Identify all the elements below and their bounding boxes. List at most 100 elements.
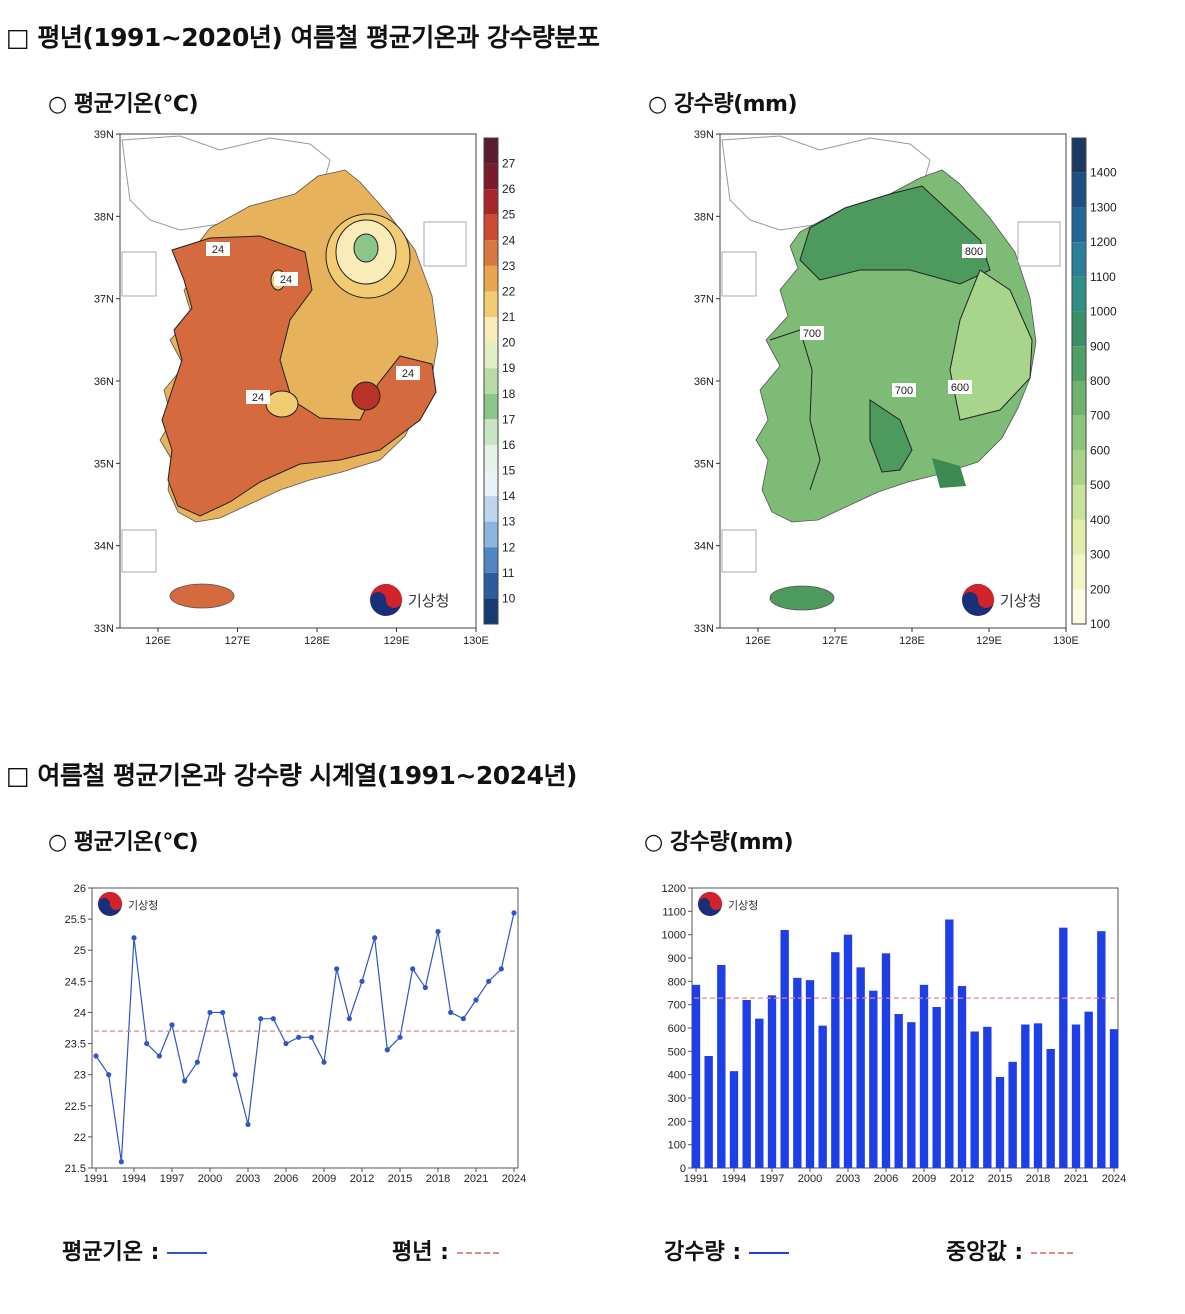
temp-chart-point [486, 978, 492, 984]
precip-chart-bar [869, 990, 878, 1168]
temp-chart-point [473, 997, 479, 1003]
temp-map-colorbar-label: 14 [502, 489, 516, 503]
precip-chart-y-label: 700 [668, 1000, 686, 1012]
precip-chart-x-label: 2018 [1026, 1173, 1050, 1185]
temp-map-contour-label-bg [396, 366, 420, 380]
precip-map-lat-label: 36N [694, 376, 714, 388]
precip-chart-y-label: 1100 [662, 906, 686, 918]
precip-chart-bar [1084, 1011, 1093, 1168]
precip-map-lat-label: 37N [694, 294, 714, 306]
precip-chart-y-label: 0 [680, 1163, 686, 1175]
precip-map-title: ○ 강수량(mm) [648, 92, 798, 117]
temp-chart-x-label: 1994 [122, 1173, 146, 1185]
precip-chart-bar [843, 934, 853, 1168]
temp-chart-point [169, 1022, 175, 1028]
precip-chart-x-label: 1991 [684, 1173, 708, 1185]
precip-chart-y-label: 600 [668, 1023, 686, 1035]
precip-chart-y-label: 200 [668, 1116, 686, 1128]
temp-chart-y-label: 25 [74, 945, 86, 957]
temp-map-contour-label: 24 [402, 368, 414, 380]
precip-chart-x-label: 2024 [1102, 1173, 1126, 1185]
temp-chart-y-label: 24 [74, 1007, 86, 1019]
temp-map-lon-label: 130E [463, 635, 489, 647]
temp-chart-point [245, 1121, 251, 1128]
precip-map-jeju [769, 585, 835, 611]
temp-chart-point [106, 1072, 112, 1078]
temp-chart-point [410, 966, 416, 972]
temp-map-colorbar-label: 15 [502, 464, 516, 478]
precip-chart-bar [1109, 1029, 1119, 1168]
legend-normal-swatch [456, 1252, 499, 1254]
legend-median-swatch [1030, 1252, 1073, 1254]
precip-map-colorbar-segment [1072, 138, 1086, 173]
precip-chart-bar [805, 980, 815, 1168]
temp-map-colorbar-segment [484, 342, 498, 369]
precip-map-colorbar-label: 1100 [1090, 270, 1116, 284]
precip-chart-logo-icon-red [698, 892, 722, 910]
temp-map-jeju [169, 583, 235, 609]
precip-map-colorbar-label: 1300 [1090, 200, 1117, 214]
precip-map-contour-label: 600 [951, 382, 969, 394]
precip-map-lat-label: 33N [694, 623, 714, 635]
temp-chart-point [346, 1016, 352, 1022]
precip-chart-bar [957, 986, 967, 1168]
temp-chart-point [156, 1053, 162, 1059]
temp-chart-x-label: 2021 [464, 1173, 488, 1185]
temp-chart-y-label: 26 [74, 883, 86, 895]
temp-chart-point [220, 1009, 226, 1016]
precip-chart-bar [729, 1071, 739, 1168]
precip-chart-bar [1033, 1023, 1043, 1168]
temp-map-colorbar-label: 11 [502, 566, 515, 580]
temp-chart-logo-text: 기상청 [128, 899, 158, 912]
section1-title: □ 평년(1991~2020년) 여름철 평균기온과 강수량분포 [6, 23, 600, 52]
temp-line-chart: 21.5 22 22.5 23 23.5 24 24.5 25 25.5 26 1991 1994 19… [65, 883, 527, 1185]
temp-map-contour-label: 24 [252, 392, 264, 404]
precip-chart-bar [983, 1026, 992, 1168]
temp-chart-y-label: 23 [74, 1070, 86, 1082]
temp-map-colorbar-label: 26 [502, 182, 516, 196]
temp-chart-point [93, 1053, 99, 1059]
temp-chart-logo: 기상청 [98, 892, 158, 916]
temp-map-lat-label: 35N [94, 458, 114, 470]
precip-map-colorbar-segment [1072, 346, 1086, 381]
precip-map-lon-label: 126E [745, 635, 771, 647]
temp-chart-point [334, 966, 340, 972]
precip-chart-x-label: 2015 [988, 1173, 1012, 1185]
legend-median-label: 중앙값 : [946, 1240, 1024, 1265]
temp-chart-point [131, 935, 137, 941]
temp-map-lat-label: 36N [94, 376, 114, 388]
precip-chart-y-label: 500 [668, 1046, 686, 1058]
precip-chart-bar [1059, 927, 1068, 1168]
temp-chart-point [296, 1034, 302, 1040]
precip-map-colorbar-label: 1200 [1090, 235, 1117, 249]
temp-map-colorbar-frame [483, 137, 499, 625]
precip-map-colorbar-segment [1072, 485, 1086, 520]
precip-chart-title: ○ 강수량(mm) [644, 830, 794, 855]
precip-chart-bar [881, 953, 891, 1168]
legend-temp: 평균기온 : [62, 1234, 208, 1266]
temp-chart-point [232, 1072, 238, 1078]
precip-map-lon-label: 127E [822, 635, 848, 647]
precip-chart-bar [1021, 1024, 1030, 1168]
precip-map-colorbar-label: 300 [1090, 548, 1110, 562]
temp-chart-x-label: 1997 [160, 1173, 184, 1185]
temp-map-lon-label: 129E [384, 635, 410, 647]
temp-map-inset-3 [423, 221, 467, 267]
temp-chart-point [182, 1078, 188, 1084]
temp-chart-series-line [95, 912, 515, 1162]
precip-chart-x-label: 1994 [722, 1173, 746, 1185]
precip-chart-y-label: 800 [668, 976, 686, 988]
temp-chart-y-label: 22 [74, 1132, 86, 1144]
temp-map-colorbar-segment [484, 291, 498, 318]
temp-map-colorbar-label: 10 [502, 591, 516, 605]
legend-precip-label: 강수량 : [664, 1240, 742, 1265]
temp-map-colorbar-label: 24 [502, 233, 516, 247]
temp-chart-point [207, 1009, 213, 1016]
precip-chart-bar [742, 1000, 751, 1168]
precip-map-contour-label: 800 [965, 246, 983, 258]
temp-map-colorbar-segment [484, 265, 498, 292]
precip-chart-x-label: 2012 [950, 1173, 974, 1185]
precip-chart-x-label: 2000 [798, 1173, 822, 1185]
temp-chart-title: ○ 평균기온(℃) [48, 830, 199, 855]
precip-map-lat-label: 38N [694, 211, 714, 223]
